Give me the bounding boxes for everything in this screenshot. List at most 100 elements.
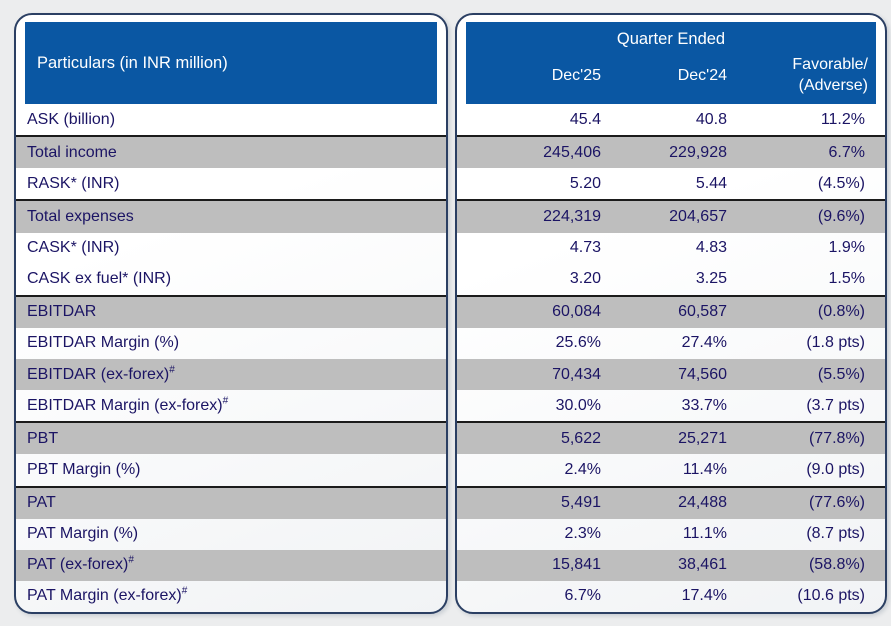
column-headers: Dec'25 Dec'24 Favorable/ (Adverse) xyxy=(466,55,876,97)
values-panel: Quarter Ended Dec'25 Dec'24 Favorable/ (… xyxy=(455,13,887,614)
row-label-superscript: # xyxy=(169,364,175,376)
value-cell-dec25: 70,434 xyxy=(552,365,601,383)
row-label: PAT (ex-forex)# xyxy=(27,554,134,574)
row-label: CASK ex fuel* (INR) xyxy=(27,270,172,288)
row-label: RASK* (INR) xyxy=(27,174,120,192)
row-label-superscript: # xyxy=(128,554,134,566)
table-row-values: 5,491 24,488 (77.6%) xyxy=(457,485,885,519)
quarter-ended-title: Quarter Ended xyxy=(616,30,726,48)
table-row-label: Total income xyxy=(16,135,446,169)
value-cell-change: 1.9% xyxy=(828,239,865,257)
value-cell-change: (1.8 pts) xyxy=(806,334,865,352)
row-label: Total income xyxy=(27,143,117,161)
column-header-dec24: Dec'24 xyxy=(677,67,727,85)
value-cell-dec25: 6.7% xyxy=(564,587,601,605)
value-cell-dec25: 5,622 xyxy=(560,429,601,447)
table-row-label: PBT xyxy=(16,421,446,455)
value-cell-dec25: 245,406 xyxy=(543,143,601,161)
row-label: ASK (billion) xyxy=(27,110,116,128)
value-cell-dec25: 5.20 xyxy=(569,174,601,192)
table-row-label: Total expenses xyxy=(16,199,446,233)
particulars-panel: Particulars (in INR million) ASK (billio… xyxy=(14,13,448,614)
value-cell-change: 11.2% xyxy=(820,110,865,128)
value-cell-change: (10.6 pts) xyxy=(797,587,865,605)
value-cell-dec24: 4.83 xyxy=(695,239,727,257)
table-row-values: 15,841 38,461 (58.8%) xyxy=(457,549,885,581)
table-row-label: PBT Margin (%) xyxy=(16,454,446,485)
row-label: PAT xyxy=(27,494,56,512)
value-cell-dec24: 11.4% xyxy=(682,460,727,478)
table-row-label: CASK ex fuel* (INR) xyxy=(16,264,446,295)
value-cell-dec24: 33.7% xyxy=(681,396,727,414)
row-label-superscript: # xyxy=(181,586,188,598)
value-cell-dec25: 5,491 xyxy=(560,494,601,512)
value-cell-dec25: 15,841 xyxy=(552,556,601,574)
value-cell-change: (58.8%) xyxy=(808,556,865,574)
table-row-values: 224,319 204,657 (9.6%) xyxy=(457,199,885,233)
value-cell-dec24: 17.4% xyxy=(681,587,727,605)
particulars-rows: ASK (billion) Total income RASK* (INR) Tota… xyxy=(16,104,446,612)
value-cell-change: 6.7% xyxy=(828,143,865,161)
value-cell-change: 1.5% xyxy=(828,270,865,288)
value-cell-dec25: 25.6% xyxy=(555,334,601,352)
value-cell-dec24: 25,271 xyxy=(678,429,727,447)
row-label: EBITDAR (ex-forex)# xyxy=(27,364,175,383)
value-cell-change: (8.7 pts) xyxy=(806,525,865,543)
value-cell-dec24: 74,560 xyxy=(678,365,727,383)
table-row-label: PAT xyxy=(16,485,446,519)
value-cell-change: (9.0 pts) xyxy=(806,460,865,478)
table-row-label: EBITDAR xyxy=(16,294,446,328)
value-cell-change: (5.5%) xyxy=(817,365,865,383)
table-row-values: 6.7% 17.4% (10.6 pts) xyxy=(457,581,885,612)
value-cell-dec24: 11.1% xyxy=(682,525,727,543)
table-row-label: PAT (ex-forex)# xyxy=(16,549,446,581)
value-cell-dec24: 5.44 xyxy=(695,174,727,192)
value-cell-change: (77.8%) xyxy=(808,429,865,447)
value-cell-change: (77.6%) xyxy=(808,494,865,512)
table-row-label: EBITDAR Margin (ex-forex)# xyxy=(16,390,446,421)
column-header-change-line2: (Adverse) xyxy=(798,77,868,95)
table-row-values: 25.6% 27.4% (1.8 pts) xyxy=(457,328,885,359)
value-cell-dec24: 40.8 xyxy=(695,110,727,128)
value-cell-dec25: 2.3% xyxy=(564,525,601,543)
table-row-label: EBITDAR (ex-forex)# xyxy=(16,359,446,391)
value-cell-dec25: 30.0% xyxy=(555,396,601,414)
value-cell-dec24: 3.25 xyxy=(695,270,727,288)
value-cell-dec24: 204,657 xyxy=(669,207,727,225)
value-cell-change: (9.6%) xyxy=(817,207,865,225)
value-cell-dec25: 4.73 xyxy=(569,239,601,257)
value-cell-change: (4.5%) xyxy=(817,174,865,192)
value-cell-dec25: 224,319 xyxy=(543,207,601,225)
value-cell-dec24: 27.4% xyxy=(681,334,727,352)
particulars-header-label: Particulars (in INR million) xyxy=(37,53,228,72)
particulars-header: Particulars (in INR million) xyxy=(25,22,437,104)
quarter-ended-header: Quarter Ended Dec'25 Dec'24 Favorable/ (… xyxy=(466,22,876,104)
table-row-values: 5.20 5.44 (4.5%) xyxy=(457,168,885,199)
row-label: PBT Margin (%) xyxy=(27,460,141,478)
value-cell-change: (3.7 pts) xyxy=(806,396,865,414)
table-row-values: 245,406 229,928 6.7% xyxy=(457,135,885,169)
value-cell-dec24: 38,461 xyxy=(678,556,727,574)
table-row-values: 5,622 25,271 (77.8%) xyxy=(457,421,885,455)
value-cell-dec25: 60,084 xyxy=(552,303,601,321)
value-cell-dec24: 60,587 xyxy=(678,303,727,321)
table-row-label: ASK (billion) xyxy=(16,104,446,135)
value-cell-dec24: 24,488 xyxy=(678,494,727,512)
table-row-values: 2.4% 11.4% (9.0 pts) xyxy=(457,454,885,485)
value-cell-dec25: 2.4% xyxy=(564,460,601,478)
value-cell-dec25: 3.20 xyxy=(569,270,601,288)
row-label: EBITDAR xyxy=(27,303,97,321)
row-label: PAT Margin (ex-forex)# xyxy=(27,586,188,605)
row-label: EBITDAR Margin (%) xyxy=(27,334,180,352)
table-row-label: RASK* (INR) xyxy=(16,168,446,199)
table-row-values: 3.20 3.25 1.5% xyxy=(457,264,885,295)
row-label: PAT Margin (%) xyxy=(27,525,139,543)
column-header-change: Favorable/ (Adverse) xyxy=(727,55,876,97)
table-row-values: 70,434 74,560 (5.5%) xyxy=(457,359,885,391)
table-row-label: PAT Margin (%) xyxy=(16,519,446,550)
value-cell-change: (0.8%) xyxy=(817,303,865,321)
value-cell-dec25: 45.4 xyxy=(569,110,601,128)
column-header-change-line1: Favorable/ xyxy=(792,56,868,74)
table-row-values: 60,084 60,587 (0.8%) xyxy=(457,294,885,328)
